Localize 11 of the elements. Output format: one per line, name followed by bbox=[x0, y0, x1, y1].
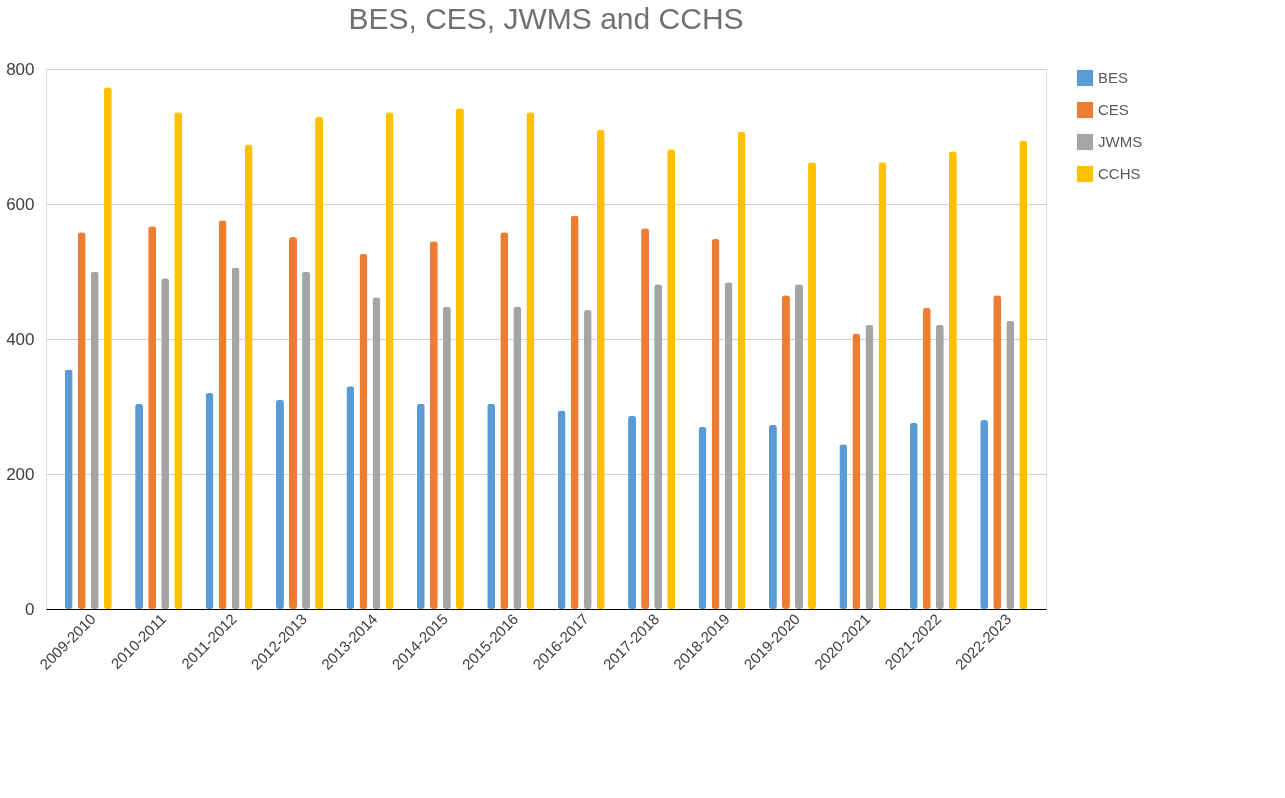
chart-title: BES, CES, JWMS and CCHS bbox=[348, 2, 744, 35]
y-tick-label: 200 bbox=[6, 464, 35, 484]
legend-label: BES bbox=[1098, 69, 1129, 86]
legend-label: JWMS bbox=[1098, 133, 1143, 150]
y-tick-label: 600 bbox=[6, 194, 35, 214]
bar bbox=[289, 237, 297, 609]
y-tick-label: 0 bbox=[25, 599, 35, 619]
y-tick-label: 400 bbox=[6, 329, 35, 349]
y-tick-label: 800 bbox=[6, 59, 35, 79]
legend-label: CES bbox=[1098, 101, 1129, 118]
legend-label: CCHS bbox=[1098, 165, 1141, 182]
